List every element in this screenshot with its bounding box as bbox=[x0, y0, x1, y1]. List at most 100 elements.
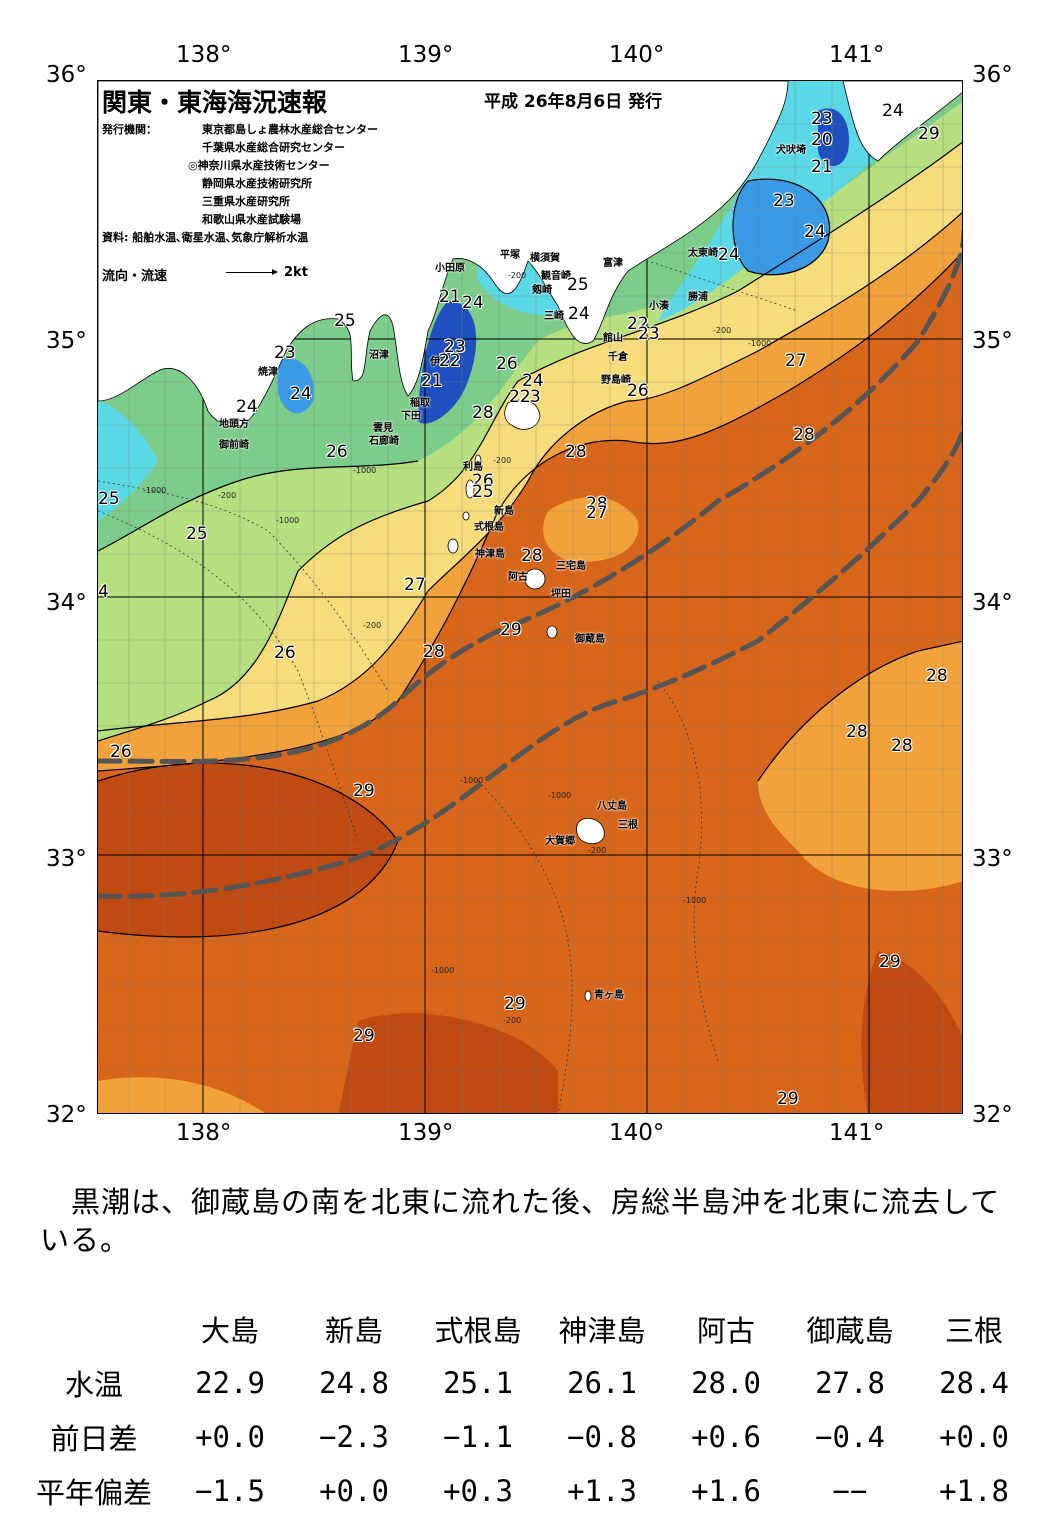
isobath-label: -200 bbox=[508, 271, 527, 280]
isotherm-label: 23 bbox=[519, 387, 541, 407]
isotherm-label: 26 bbox=[472, 471, 494, 491]
sea-zone-22-suruga bbox=[278, 358, 314, 414]
agency-line: 和歌山県水産試験場 bbox=[202, 213, 301, 226]
lat-label-32-right: 32° bbox=[972, 1102, 1013, 1128]
table-cell: 22.9 bbox=[195, 1366, 265, 1400]
table-row: 水温 22.9 24.8 25.1 26.1 28.0 27.8 28.4 bbox=[20, 1356, 1040, 1410]
sea-zone-29-south bbox=[338, 1013, 558, 1113]
isotherm-label: 29 bbox=[879, 952, 901, 972]
table-cell: 28.4 bbox=[939, 1366, 1009, 1400]
isotherm-label: 27 bbox=[785, 351, 807, 371]
sea-zone-23-west bbox=[98, 401, 158, 521]
table-cell: +0.0 bbox=[939, 1420, 1009, 1454]
place-label: 三根 bbox=[618, 820, 638, 831]
isotherm-label: 27 bbox=[404, 575, 426, 595]
isotherm-label: 29 bbox=[777, 1089, 799, 1109]
isobath-label: -1000 bbox=[431, 966, 455, 975]
place-label: 小湊 bbox=[649, 301, 669, 312]
table-cell: +0.3 bbox=[443, 1474, 513, 1508]
agency-line: ◎神奈川県水産技術センター bbox=[188, 159, 330, 172]
station-header: 新島 bbox=[324, 1314, 383, 1348]
isotherm-label: 29 bbox=[500, 620, 522, 640]
sea-zone-28-southwest bbox=[98, 1077, 265, 1113]
place-label: 焼津 bbox=[258, 367, 278, 378]
isotherm-label: 26 bbox=[627, 381, 649, 401]
flow-legend-arrow-icon bbox=[226, 269, 278, 275]
table-cell: −1.1 bbox=[443, 1420, 513, 1454]
isotherm-label: 23 bbox=[811, 109, 833, 129]
sea-zone-27-miyake bbox=[543, 497, 639, 562]
isotherm-label: 29 bbox=[353, 781, 375, 801]
place-label: 太東崎 bbox=[688, 248, 718, 259]
kashima-coast bbox=[842, 81, 962, 162]
sea-zone-29-southeast bbox=[861, 951, 962, 1113]
place-label: 地頭方 bbox=[219, 419, 249, 430]
isobaths bbox=[98, 250, 799, 1113]
isobath-label: -200 bbox=[493, 456, 512, 465]
agency-line: 三重県水産研究所 bbox=[202, 195, 290, 208]
isotherm-label: 28 bbox=[586, 494, 608, 514]
isotherm-label: 21 bbox=[811, 157, 833, 177]
isotherm-label: 26 bbox=[326, 442, 348, 462]
issuer-label: 発行機関： bbox=[102, 123, 157, 136]
isotherm-label: 28 bbox=[521, 546, 543, 566]
place-label: 下田 bbox=[401, 411, 421, 422]
isotherm-label: 24 bbox=[882, 101, 904, 121]
miyakejima-island bbox=[524, 568, 546, 590]
land bbox=[98, 81, 962, 1002]
row-label: 前日差 bbox=[50, 1422, 138, 1456]
isotherm-label: 4 bbox=[98, 582, 109, 602]
isobath-label: -1000 bbox=[143, 486, 167, 495]
isotherm-label: 26 bbox=[496, 354, 518, 374]
station-header: 式根島 bbox=[434, 1314, 522, 1348]
agency-line: 千葉県水産総合研究センター bbox=[202, 141, 345, 154]
isotherm-label: 23 bbox=[773, 191, 795, 211]
kozushima-island bbox=[447, 538, 459, 554]
isotherm-label: 28 bbox=[565, 442, 587, 462]
place-label: 八丈島 bbox=[597, 801, 627, 812]
isotherm-label: 28 bbox=[926, 666, 948, 686]
sea-zone-28-east bbox=[758, 641, 962, 891]
isotherm-label: 29 bbox=[504, 994, 526, 1014]
place-label: 御前崎 bbox=[219, 440, 249, 451]
isotherm-label: 28 bbox=[846, 722, 868, 742]
table-cell: +0.0 bbox=[195, 1420, 265, 1454]
lat-label-33-left: 33° bbox=[46, 846, 87, 872]
table-row: 前日差 +0.0 −2.3 −1.1 −0.8 +0.6 −0.4 +0.0 bbox=[20, 1410, 1040, 1464]
lat-label-35-left: 35° bbox=[46, 328, 87, 354]
lat-label-36-left: 36° bbox=[46, 62, 87, 88]
oshima-island bbox=[504, 399, 541, 430]
station-header: 大島 bbox=[200, 1314, 259, 1348]
place-label: 雲見 bbox=[373, 423, 393, 434]
niijima-island bbox=[465, 479, 475, 499]
isobath-label: -1000 bbox=[353, 466, 377, 475]
isotherm-label: 25 bbox=[567, 275, 589, 295]
place-label: 石廊崎 bbox=[369, 436, 399, 447]
isotherm-label: 28 bbox=[793, 425, 815, 445]
isobath-label: -200 bbox=[588, 846, 607, 855]
isotherm-label: 24 bbox=[568, 304, 590, 324]
data-source: 資料: 船舶水温､衛星水温､気象庁解析水温 bbox=[102, 231, 309, 244]
isobath-label: -1000 bbox=[683, 896, 707, 905]
place-label: 阿古 bbox=[508, 572, 528, 583]
sea-zone-21-izu bbox=[418, 301, 477, 424]
isotherm-label: 26 bbox=[110, 742, 132, 762]
place-label: 式根島 bbox=[474, 522, 504, 533]
isotherm-label: 20 bbox=[811, 130, 833, 150]
lon-label-139-top: 139° bbox=[398, 42, 454, 68]
place-label: 三宅島 bbox=[556, 561, 586, 572]
table-header-row: 大島 新島 式根島 神津島 阿古 御蔵島 三根 bbox=[20, 1302, 1040, 1356]
lon-label-139-bottom: 139° bbox=[398, 1120, 454, 1146]
agency-line: 静岡県水産技術研究所 bbox=[202, 177, 312, 190]
place-label: 三崎 bbox=[544, 311, 564, 322]
lat-label-35-right: 35° bbox=[972, 328, 1013, 354]
station-header: 三根 bbox=[944, 1314, 1003, 1348]
place-label: 犬吠埼 bbox=[776, 145, 806, 156]
place-label: 横須賀 bbox=[530, 253, 560, 264]
row-label: 平年偏差 bbox=[35, 1476, 152, 1510]
toshima-island bbox=[474, 454, 482, 468]
sea-zone-20-choshi bbox=[818, 108, 849, 166]
isotherm-label: 24 bbox=[462, 293, 484, 313]
grid-minor bbox=[98, 81, 962, 1113]
mikurajima-island bbox=[546, 625, 558, 639]
